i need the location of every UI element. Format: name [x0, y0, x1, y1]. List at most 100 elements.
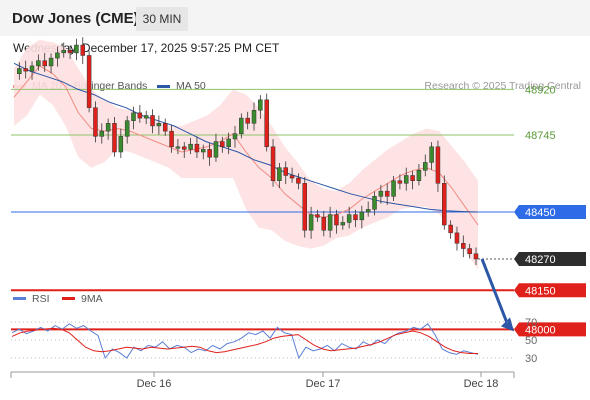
rsi-legend-swatch-0 — [13, 297, 26, 300]
candle-body — [283, 167, 288, 176]
level-label-48920: 48920 — [525, 84, 556, 96]
candle-body — [372, 196, 377, 210]
candle-body — [188, 143, 193, 150]
ma20-line — [13, 65, 479, 226]
candle-body — [397, 180, 403, 184]
candle-body — [74, 44, 79, 54]
candle-body — [29, 65, 35, 72]
candle-body — [118, 136, 124, 153]
candle-body — [359, 211, 365, 221]
candle-body — [346, 214, 352, 223]
candle-body — [365, 209, 371, 213]
candle-body — [17, 68, 22, 74]
rsi-tick-label-70: 70 — [525, 317, 537, 329]
rsi-legend-swatch-1 — [62, 297, 75, 300]
candle-body — [245, 117, 250, 124]
candle-body — [201, 149, 206, 153]
candle-body — [378, 190, 384, 197]
candle-body — [403, 175, 409, 184]
instrument-title: Dow Jones (CME) — [12, 10, 139, 27]
candle-body — [99, 130, 105, 137]
candle-body — [353, 214, 358, 221]
candle-body — [181, 146, 187, 150]
candle-body — [112, 123, 117, 153]
level-label-48150: 48150 — [525, 285, 556, 297]
candle-body — [137, 112, 143, 119]
candle-body — [150, 115, 155, 127]
candle-body — [80, 44, 86, 56]
level-label-48450: 48450 — [525, 207, 556, 219]
x-tick-label-0: Dec 16 — [137, 378, 172, 390]
candle-body — [48, 57, 54, 67]
candle-body — [334, 214, 339, 226]
candle-body — [86, 55, 92, 108]
candle-body — [67, 50, 73, 54]
candle-body — [296, 177, 301, 184]
candle-body — [442, 183, 447, 226]
level-tag-48150 — [514, 283, 586, 298]
rsi-tick-label-30: 30 — [525, 353, 537, 365]
candle-body — [251, 110, 257, 124]
candle-body — [461, 243, 466, 249]
candle-body — [327, 214, 333, 231]
candle-body — [454, 232, 460, 244]
level-tag-48000 — [514, 322, 586, 337]
interval-badge[interactable]: 30 MIN — [136, 7, 188, 31]
candle-body — [423, 162, 428, 171]
candle-body — [124, 120, 130, 137]
header-bar: Dow Jones (CME) 30 MIN — [0, 0, 590, 36]
candle-body — [232, 133, 238, 140]
candle-body — [391, 180, 396, 197]
rsi-tick-label-50: 50 — [525, 335, 537, 347]
candle-body — [340, 222, 346, 226]
candle-body — [429, 146, 434, 163]
legend-swatch-ma50 — [157, 84, 170, 88]
candle-body — [308, 214, 314, 231]
candle-body — [315, 214, 320, 218]
candle-body — [131, 112, 136, 121]
candle-body — [321, 216, 327, 231]
candle-body — [194, 143, 200, 153]
candle-body — [473, 253, 479, 260]
level-tag-48450 — [514, 205, 586, 219]
level-label-48745: 48745 — [525, 130, 556, 142]
x-tick-label-2: Dec 18 — [464, 378, 499, 390]
forecast-arrow-head — [501, 317, 514, 332]
candle-body — [467, 248, 472, 254]
level-label-48270: 48270 — [525, 254, 556, 266]
candle-body — [162, 123, 168, 132]
candle-body — [289, 175, 295, 179]
candle-body — [220, 141, 225, 148]
rsi-9ma-line — [11, 327, 478, 354]
level-tag-48270 — [514, 251, 586, 266]
candle-body — [435, 146, 441, 184]
candle-body — [270, 146, 276, 181]
candle-body — [416, 170, 422, 181]
rsi-legend-label-1: 9MA — [81, 293, 103, 305]
candle-body — [55, 52, 60, 59]
candle-body — [277, 167, 282, 181]
candle-body — [61, 50, 66, 54]
candle-body — [143, 115, 149, 119]
candle-body — [258, 99, 263, 111]
candle-body — [36, 60, 41, 67]
rsi-line — [11, 323, 479, 360]
candle-body — [302, 183, 308, 231]
candle-body — [42, 60, 47, 67]
candle-body — [23, 68, 28, 72]
candle-body — [384, 190, 390, 197]
candle-body — [226, 138, 231, 148]
candle-body — [175, 146, 181, 149]
candle-body — [213, 141, 219, 158]
candle-body — [156, 123, 162, 127]
candle-body — [207, 149, 212, 158]
level-label-48000: 48000 — [525, 324, 556, 336]
rsi-legend-label-0: RSI — [32, 293, 50, 305]
candle-body — [93, 107, 98, 137]
candle-body — [239, 117, 244, 134]
bollinger-band-fill — [14, 39, 478, 270]
candle-body — [264, 99, 269, 148]
candle-body — [169, 130, 174, 148]
